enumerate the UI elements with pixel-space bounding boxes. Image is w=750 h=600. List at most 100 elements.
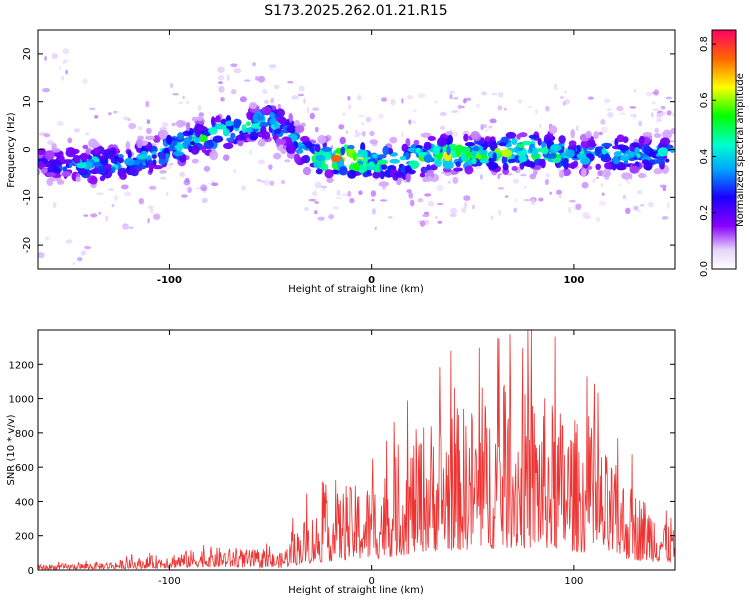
spectrogram-blob: [492, 152, 497, 162]
spectrogram-speckle: [128, 123, 137, 130]
spectrogram-speckle: [553, 83, 558, 91]
spectrogram-speckle: [277, 103, 281, 110]
spectrogram-speckle: [625, 207, 631, 214]
spectrogram-blob: [570, 162, 576, 170]
spectrogram-blob: [338, 166, 348, 176]
spectrogram-speckle: [518, 99, 523, 104]
spectrogram-speckle: [161, 122, 169, 128]
spectrogram-speckle: [345, 131, 348, 134]
spectrogram-speckle: [249, 150, 252, 155]
spectrogram-speckle: [83, 214, 89, 217]
spectrogram-speckle: [38, 169, 41, 175]
spectrogram-speckle: [44, 55, 47, 62]
spectrogram-speckle: [437, 220, 443, 224]
snr-xtick-label: -100: [158, 576, 181, 587]
spectrogram-speckle: [123, 191, 132, 197]
spectrogram-speckle: [436, 202, 444, 206]
spectrogram-blob: [422, 176, 429, 183]
spectrogram-speckle: [380, 97, 388, 102]
spectrogram-speckle: [600, 183, 604, 188]
spectrogram-speckle: [661, 216, 669, 220]
colorbar-tick-label: 0.8: [699, 36, 710, 52]
spectrogram-speckle: [94, 115, 99, 119]
spectrogram-blob: [616, 144, 626, 150]
spectrogram-blob: [315, 154, 326, 162]
spectrogram-speckle: [322, 185, 325, 192]
spectrogram-speckle: [230, 63, 238, 67]
spectrogram-speckle: [123, 116, 130, 121]
spectrogram-speckle: [298, 85, 305, 92]
spectrogram-blob: [471, 157, 477, 165]
spectrogram-speckle: [182, 96, 185, 99]
snr-ytick-label: 200: [15, 532, 34, 543]
spectrogram-speckle: [559, 96, 565, 99]
spectrogram-blob: [195, 127, 201, 138]
colorbar-tick-label: 0.0: [699, 261, 710, 277]
spectrogram-speckle: [203, 165, 211, 172]
spectrogram-speckle: [308, 198, 317, 202]
spectrogram-blob: [275, 128, 281, 134]
spectrogram-speckle: [538, 197, 544, 202]
spectrogram-blob: [434, 159, 442, 168]
spectrogram-blob: [173, 150, 184, 157]
spectrogram-speckle: [667, 202, 670, 209]
spectrogram-blob: [637, 172, 646, 179]
spectrogram-speckle: [491, 92, 498, 96]
spectrogram-blob: [455, 161, 462, 168]
spectrogram-blob: [576, 144, 581, 153]
snr-ytick-label: 400: [15, 497, 34, 508]
spectrogram-blob: [136, 138, 143, 149]
spectrogram-speckle: [270, 97, 275, 104]
spectrogram-blob: [241, 124, 247, 134]
spectrogram-speckle: [303, 98, 306, 104]
spectrogram-blob: [565, 149, 575, 159]
spectrogram-speckle: [309, 112, 315, 120]
spectrogram-speckle: [422, 213, 430, 218]
spectrogram-speckle: [568, 206, 572, 214]
spectrogram-blob: [321, 163, 329, 172]
spectrogram-speckle: [58, 66, 61, 71]
spectrogram-speckle: [406, 95, 414, 100]
spectrogram-blob: [191, 116, 198, 122]
snr-series-line: [38, 330, 675, 570]
spectrogram-speckle: [347, 96, 351, 101]
snr-ytick-label: 1000: [9, 395, 34, 406]
spectrogram-speckle: [452, 131, 459, 137]
spectrogram-blob: [507, 158, 516, 163]
spectrogram-blob: [347, 144, 355, 150]
spectrogram-speckle: [627, 181, 631, 185]
spectrogram-blob: [361, 149, 368, 158]
spectrogram-speckle: [233, 68, 242, 74]
spectrogram-blob: [537, 147, 543, 153]
spectrogram-speckle: [47, 140, 54, 146]
spectrogram-speckle: [440, 125, 445, 131]
spectrogram-speckle: [427, 200, 435, 207]
spectrogram-blob: [464, 165, 474, 175]
spectrogram-blob: [463, 133, 469, 142]
spectrogram-blob: [216, 116, 221, 123]
spectrogram-blob: [152, 165, 164, 170]
spectrogram-speckle: [424, 193, 432, 197]
spectrogram-blob: [118, 157, 124, 164]
spectrogram-speckle: [218, 85, 225, 93]
spectrogram-blob: [250, 123, 262, 129]
spectrogram-blob: [593, 131, 599, 140]
spectrogram-speckle: [145, 100, 150, 108]
spectrogram-speckle: [65, 239, 73, 244]
spectrogram-speckle: [326, 177, 334, 184]
spectrogram-blob: [562, 168, 571, 177]
spectrogram-speckle: [544, 178, 549, 186]
spectrogram-blob: [365, 166, 376, 171]
spectrogram-xtick-label: 100: [563, 275, 584, 286]
colorbar-tick-label: 0.6: [699, 92, 710, 108]
spectrogram-speckle: [371, 199, 375, 202]
spectrogram-speckle: [556, 189, 562, 195]
spectrogram-speckle: [218, 81, 223, 84]
spectrogram-blob: [86, 154, 93, 160]
spectrogram-speckle: [287, 80, 294, 84]
spectrogram-speckle: [149, 208, 154, 215]
spectrogram-blob: [643, 162, 653, 171]
spectrogram-speckle: [195, 187, 202, 190]
spectrogram-blob: [44, 150, 55, 161]
